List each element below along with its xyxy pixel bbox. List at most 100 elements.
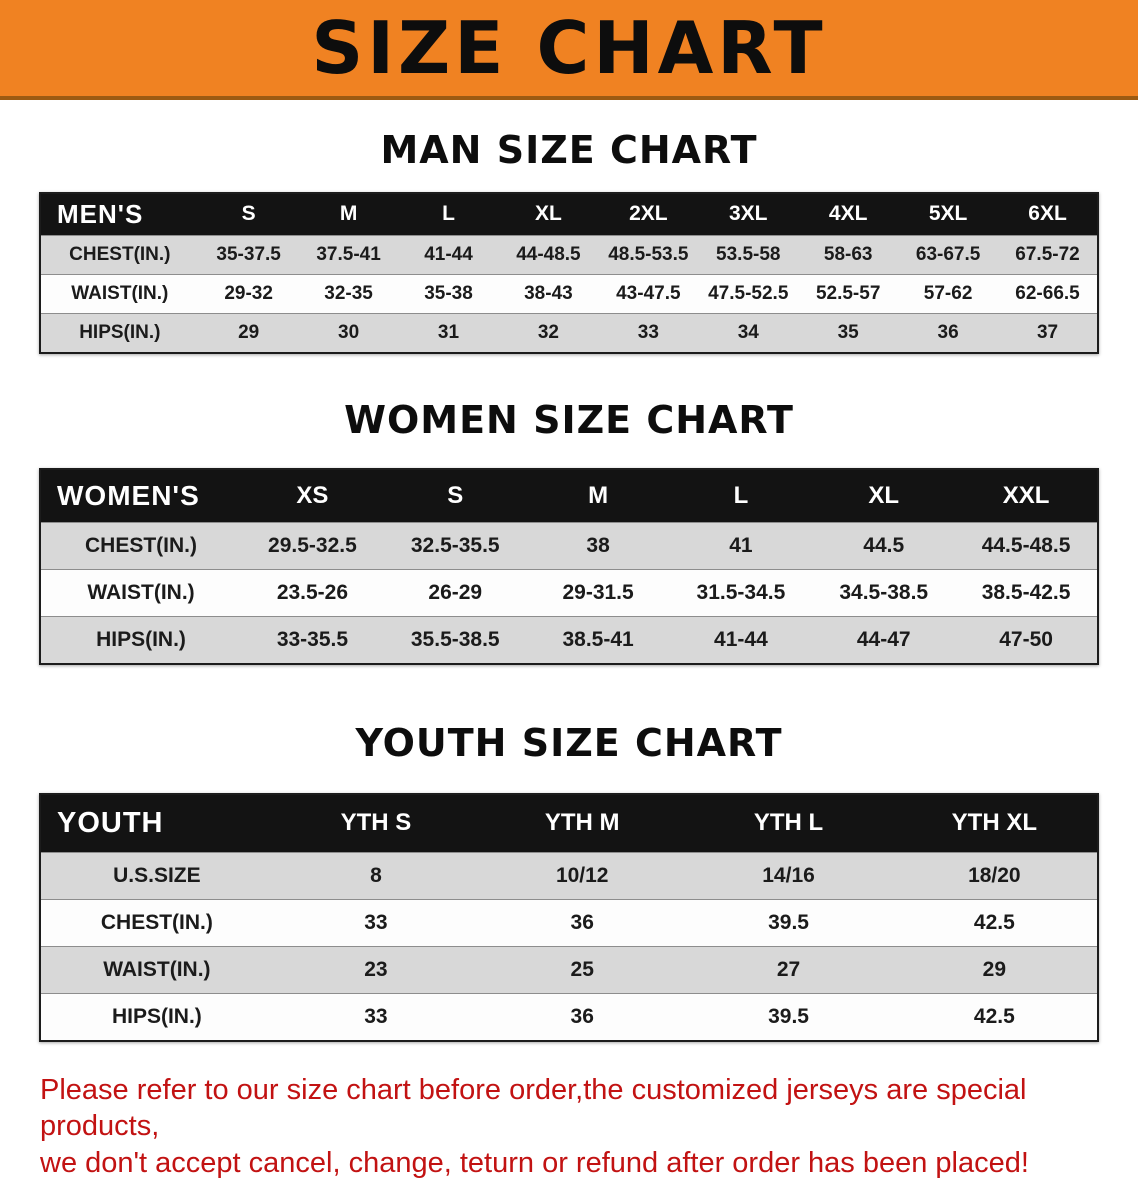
men-size-table: MEN'S S M L XL 2XL 3XL 4XL 5XL 6XL CHEST(IN.) 35-37… xyxy=(39,192,1099,354)
size-column-header: XXL xyxy=(955,468,1098,523)
youth-size-table: YOUTH YTH S YTH M YTH L YTH XL U.S.SIZE 8 10/12… xyxy=(39,793,1099,1042)
table-row: U.S.SIZE 8 10/12 14/16 18/20 xyxy=(40,851,1098,899)
order-policy-note: Please refer to our size chart before or… xyxy=(40,1072,1098,1182)
row-label-cell: HIPS(IN.) xyxy=(40,312,199,353)
value-cell: 39.5 xyxy=(685,992,892,1041)
note-line-1: Please refer to our size chart before or… xyxy=(40,1073,1027,1143)
value-cell: 52.5-57 xyxy=(798,273,899,313)
banner-title: SIZE CHART xyxy=(311,6,827,90)
value-cell: 31.5-34.5 xyxy=(669,569,813,617)
value-cell: 58-63 xyxy=(798,234,899,274)
value-cell: 32-35 xyxy=(298,273,399,313)
size-column-header: M xyxy=(526,468,670,523)
size-column-header: 6XL xyxy=(998,193,1098,235)
size-column-header: YTH L xyxy=(685,794,892,852)
size-column-header: L xyxy=(398,193,499,235)
value-cell: 33 xyxy=(598,312,699,353)
size-chart-body: MAN SIZE CHART MEN'S S M L XL 2XL 3XL 4XL 5XL 6XL C… xyxy=(0,128,1138,1181)
size-column-header: YTH S xyxy=(272,794,480,852)
value-cell: 23 xyxy=(272,945,480,993)
value-cell: 36 xyxy=(479,898,686,946)
size-column-header: S xyxy=(198,193,299,235)
women-size-chart-section: WOMEN SIZE CHART WOMEN'S XS S M L XL XXL CHEST(I… xyxy=(0,397,1138,665)
size-column-header: 5XL xyxy=(898,193,999,235)
size-column-header: 4XL xyxy=(798,193,899,235)
value-cell: 34 xyxy=(698,312,799,353)
row-label-cell: HIPS(IN.) xyxy=(40,992,273,1041)
value-cell: 48.5-53.5 xyxy=(598,234,699,274)
value-cell: 29-31.5 xyxy=(526,569,670,617)
value-cell: 47-50 xyxy=(955,616,1098,664)
value-cell: 44-48.5 xyxy=(498,234,599,274)
value-cell: 33 xyxy=(272,992,480,1041)
size-column-header: YTH M xyxy=(479,794,686,852)
value-cell: 31 xyxy=(398,312,499,353)
value-cell: 35-38 xyxy=(398,273,499,313)
youth-size-chart-section: YOUTH SIZE CHART YOUTH YTH S YTH M YTH L YTH … xyxy=(0,721,1138,1042)
row-label-cell: CHEST(IN.) xyxy=(40,522,242,570)
row-label-cell: WAIST(IN.) xyxy=(40,945,273,993)
value-cell: 38.5-42.5 xyxy=(955,569,1098,617)
men-size-chart-heading: MAN SIZE CHART xyxy=(380,128,758,172)
table-row: HIPS(IN.) 29 30 31 32 33 34 35 36 37 xyxy=(40,312,1098,353)
value-cell: 44-47 xyxy=(812,616,956,664)
table-row: WAIST(IN.) 23.5-26 26-29 29-31.5 31.5-34.5 34… xyxy=(40,569,1098,617)
value-cell: 37.5-41 xyxy=(298,234,399,274)
value-cell: 33 xyxy=(272,898,480,946)
value-cell: 30 xyxy=(298,312,399,353)
value-cell: 8 xyxy=(272,851,480,899)
value-cell: 37 xyxy=(998,312,1098,353)
value-cell: 29 xyxy=(891,945,1098,993)
value-cell: 53.5-58 xyxy=(698,234,799,274)
table-title-cell: WOMEN'S xyxy=(40,468,242,523)
size-column-header: XL xyxy=(812,468,956,523)
row-label-cell: CHEST(IN.) xyxy=(40,234,199,274)
women-size-table: WOMEN'S XS S M L XL XXL CHEST(IN.) 29.5-32.5 32.5… xyxy=(39,467,1099,665)
table-row: WAIST(IN.) 23 25 27 29 xyxy=(40,945,1098,993)
row-label-cell: U.S.SIZE xyxy=(40,851,273,899)
value-cell: 32.5-35.5 xyxy=(383,522,527,570)
table-row: CHEST(IN.) 29.5-32.5 32.5-35.5 38 41 44.5 44.5… xyxy=(40,522,1098,570)
youth-size-chart-heading: YOUTH SIZE CHART xyxy=(355,721,783,765)
row-label-cell: WAIST(IN.) xyxy=(40,273,199,313)
value-cell: 44.5 xyxy=(812,522,956,570)
value-cell: 41-44 xyxy=(398,234,499,274)
value-cell: 47.5-52.5 xyxy=(698,273,799,313)
women-size-chart-heading: WOMEN SIZE CHART xyxy=(344,397,794,442)
value-cell: 42.5 xyxy=(891,992,1098,1041)
value-cell: 38.5-41 xyxy=(526,616,670,664)
value-cell: 35.5-38.5 xyxy=(383,616,527,664)
table-row: CHEST(IN.) 35-37.5 37.5-41 41-44 44-48.5 48.5… xyxy=(40,234,1098,274)
size-column-header: 2XL xyxy=(598,193,699,235)
row-label-cell: HIPS(IN.) xyxy=(40,616,242,664)
table-row: HIPS(IN.) 33-35.5 35.5-38.5 38.5-41 41-44 44-… xyxy=(40,616,1098,664)
value-cell: 23.5-26 xyxy=(241,569,384,617)
value-cell: 26-29 xyxy=(383,569,527,617)
value-cell: 25 xyxy=(479,945,686,993)
value-cell: 38-43 xyxy=(498,273,599,313)
value-cell: 32 xyxy=(498,312,599,353)
value-cell: 38 xyxy=(526,522,670,570)
sections: MAN SIZE CHART MEN'S S M L XL 2XL 3XL 4XL 5XL 6XL C… xyxy=(0,128,1138,1042)
value-cell: 41-44 xyxy=(669,616,813,664)
value-cell: 35 xyxy=(798,312,899,353)
value-cell: 10/12 xyxy=(479,851,686,899)
size-column-header: S xyxy=(383,468,527,523)
value-cell: 14/16 xyxy=(685,851,892,899)
value-cell: 44.5-48.5 xyxy=(955,522,1098,570)
value-cell: 29.5-32.5 xyxy=(241,522,384,570)
value-cell: 35-37.5 xyxy=(198,234,299,274)
value-cell: 42.5 xyxy=(891,898,1098,946)
table-row: CHEST(IN.) 33 36 39.5 42.5 xyxy=(40,898,1098,946)
table-row: WAIST(IN.) 29-32 32-35 35-38 38-43 43-47.5 47.… xyxy=(40,273,1098,313)
size-column-header: XL xyxy=(498,193,599,235)
value-cell: 39.5 xyxy=(685,898,892,946)
size-column-header: L xyxy=(669,468,813,523)
value-cell: 41 xyxy=(669,522,813,570)
note-line-2: we don't accept cancel, change, teturn o… xyxy=(40,1146,1029,1179)
table-row: HIPS(IN.) 33 36 39.5 42.5 xyxy=(40,992,1098,1041)
value-cell: 18/20 xyxy=(891,851,1098,899)
size-column-header: M xyxy=(298,193,399,235)
value-cell: 63-67.5 xyxy=(898,234,999,274)
table-title-cell: YOUTH xyxy=(40,794,273,852)
